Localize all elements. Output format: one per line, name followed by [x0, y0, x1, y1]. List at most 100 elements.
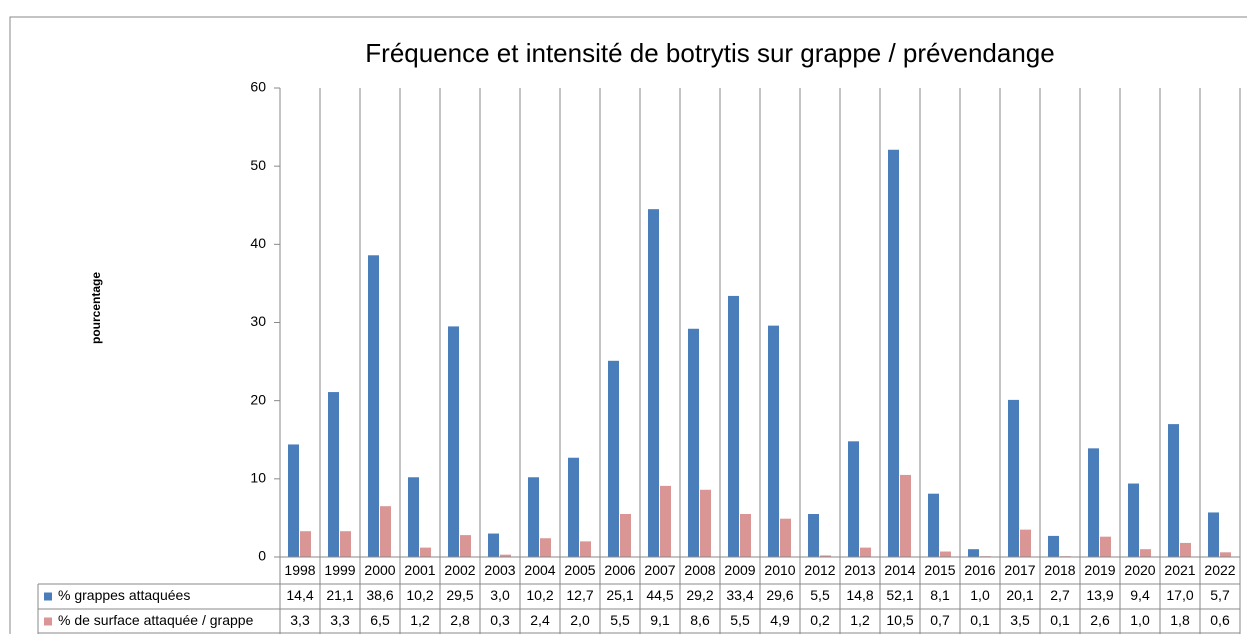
bar	[460, 535, 471, 557]
bar	[488, 533, 499, 557]
bar	[888, 149, 899, 558]
bar	[368, 255, 379, 557]
data-table-value: 6,5	[370, 612, 390, 628]
y-tick-label: 30	[250, 313, 266, 329]
bar	[820, 555, 831, 557]
data-table-value: 17,0	[1166, 587, 1193, 603]
bar	[528, 477, 539, 557]
bar	[1180, 542, 1191, 557]
bar	[1208, 512, 1219, 557]
bar	[968, 549, 979, 557]
x-tick-label: 1998	[284, 562, 315, 578]
x-tick-label: 2005	[564, 562, 595, 578]
data-table-value: 0,3	[490, 612, 510, 628]
bar	[648, 209, 659, 558]
bar	[1088, 448, 1099, 557]
data-table-value: 3,0	[490, 587, 510, 603]
bar	[300, 531, 311, 557]
data-table-value: 1,2	[850, 612, 870, 628]
bar	[580, 541, 591, 557]
legend-label: % de surface attaquée / grappe	[58, 612, 254, 628]
bar	[860, 547, 871, 557]
data-table-value: 10,5	[886, 612, 913, 628]
bar	[620, 514, 631, 557]
data-table-value: 3,5	[1010, 612, 1030, 628]
x-tick-label: 2021	[1164, 562, 1195, 578]
data-table-value: 2,8	[450, 612, 470, 628]
bar	[928, 493, 939, 557]
y-tick-label: 50	[250, 157, 266, 173]
y-tick-label: 40	[250, 235, 266, 251]
data-table-value: 8,1	[930, 587, 950, 603]
data-table-value: 2,6	[1090, 612, 1110, 628]
data-table-value: 0,2	[810, 612, 830, 628]
data-table-value: 3,3	[290, 612, 310, 628]
x-tick-label: 2007	[644, 562, 675, 578]
bar	[768, 325, 779, 557]
legend-label: % grappes attaquées	[58, 587, 190, 603]
bar	[540, 538, 551, 557]
data-table-value: 12,7	[566, 587, 593, 603]
x-tick-label: 2010	[764, 562, 795, 578]
x-tick-label: 2017	[1004, 562, 1035, 578]
bar	[608, 360, 619, 557]
data-table-value: 52,1	[886, 587, 913, 603]
bar	[328, 392, 339, 557]
data-table-value: 2,4	[530, 612, 550, 628]
bar	[420, 547, 431, 557]
data-table-value: 1,0	[1130, 612, 1150, 628]
bar	[408, 477, 419, 557]
bar	[1168, 424, 1179, 557]
x-tick-label: 2016	[964, 562, 995, 578]
bar	[740, 514, 751, 557]
data-table-value: 0,6	[1210, 612, 1230, 628]
legend-key	[44, 617, 52, 626]
data-table-value: 10,2	[526, 587, 553, 603]
x-tick-label: 2004	[524, 562, 555, 578]
data-table-value: 5,5	[610, 612, 630, 628]
x-tick-label: 2022	[1204, 562, 1235, 578]
chart-title: Fréquence et intensité de botrytis sur g…	[365, 38, 1054, 68]
x-tick-label: 2001	[404, 562, 435, 578]
bar	[448, 326, 459, 557]
legend-key	[44, 592, 52, 601]
data-table-value: 29,2	[686, 587, 713, 603]
y-tick-label: 60	[250, 79, 266, 95]
bar	[660, 485, 671, 557]
x-tick-label: 2009	[724, 562, 755, 578]
data-table-value: 9,1	[650, 612, 670, 628]
data-table-value: 5,7	[1210, 587, 1230, 603]
data-table-value: 21,1	[326, 587, 353, 603]
data-table-value: 1,8	[1170, 612, 1190, 628]
bar	[728, 295, 739, 557]
bar	[1220, 552, 1231, 557]
x-tick-label: 2008	[684, 562, 715, 578]
data-table-value: 0,1	[970, 612, 990, 628]
bar	[900, 474, 911, 557]
data-table-value: 44,5	[646, 587, 673, 603]
data-table-value: 20,1	[1006, 587, 1033, 603]
data-table-value: 3,3	[330, 612, 350, 628]
bar	[340, 531, 351, 557]
y-tick-label: 20	[250, 391, 266, 407]
bar	[1140, 549, 1151, 557]
bar	[380, 506, 391, 557]
x-tick-label: 2000	[364, 562, 395, 578]
data-table-value: 14,8	[846, 587, 873, 603]
data-table-value: 4,9	[770, 612, 790, 628]
bar	[688, 328, 699, 557]
bar	[1100, 536, 1111, 557]
data-table-value: 25,1	[606, 587, 633, 603]
x-tick-label: 1999	[324, 562, 355, 578]
data-table-value: 5,5	[730, 612, 750, 628]
bar	[500, 554, 511, 557]
y-axis-label: pourcentage	[89, 272, 103, 344]
x-tick-label: 2018	[1044, 562, 1075, 578]
bar	[808, 514, 819, 557]
x-tick-label: 2015	[924, 562, 955, 578]
x-tick-label: 2012	[804, 562, 835, 578]
x-tick-label: 2019	[1084, 562, 1115, 578]
data-table-value: 9,4	[1130, 587, 1150, 603]
data-table-value: 0,7	[930, 612, 950, 628]
